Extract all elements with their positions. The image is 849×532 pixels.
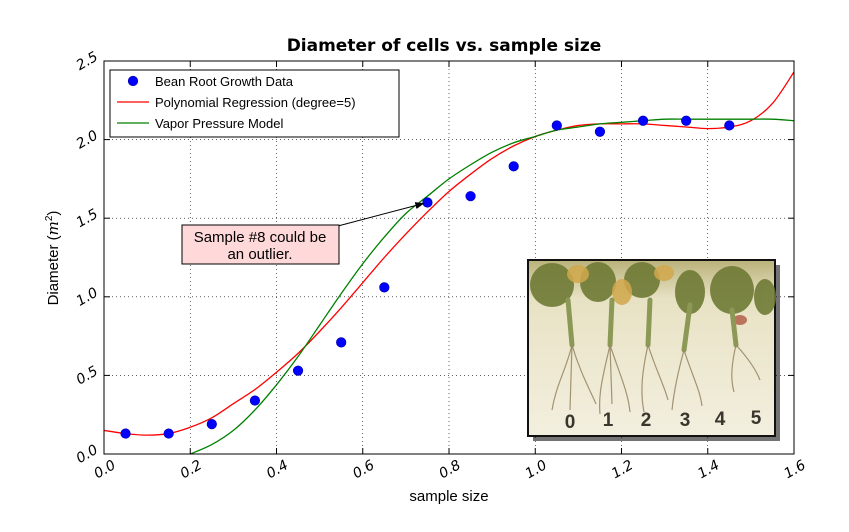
y-axis-label-close: ) <box>45 211 62 216</box>
data-point <box>594 126 606 137</box>
inset-label-4: 4 <box>715 409 726 430</box>
series-line-vapor-pressure-model <box>189 118 794 454</box>
inset-photo: 0 1 2 3 4 5 <box>527 259 780 441</box>
y-axis-label-text: Diameter ( <box>45 235 62 305</box>
x-tick-label: 0.6 <box>350 457 377 482</box>
chart-title: Diameter of cells vs. sample size <box>287 36 602 56</box>
x-tick-label: 0.4 <box>264 457 291 482</box>
legend-box <box>109 69 400 138</box>
inset-label-2: 2 <box>641 410 652 431</box>
x-tick-label: 1.0 <box>523 457 550 482</box>
annotation-arrow <box>337 202 425 227</box>
inset-label-5: 5 <box>751 408 762 429</box>
y-axis-label-math: m <box>44 221 62 235</box>
legend-label-vapor: Vapor Pressure Model <box>155 116 283 131</box>
series <box>104 71 794 454</box>
inset-numbers: 0 1 2 3 4 5 <box>565 408 762 433</box>
data-point <box>206 419 217 430</box>
annotation-line-1: Sample #8 could be <box>194 229 327 246</box>
data-point <box>637 115 649 126</box>
x-tick-label: 0.2 <box>178 457 205 482</box>
x-tick-label: 1.6 <box>781 457 808 482</box>
data-point <box>249 395 261 406</box>
data-point <box>724 120 735 131</box>
x-tick-label: 0.0 <box>91 457 118 482</box>
data-point <box>508 161 519 172</box>
annotation-line-2: an outlier. <box>227 246 292 263</box>
data-point <box>379 282 390 293</box>
series-line-polynomial-regression-degree-5 <box>104 71 794 436</box>
data-point <box>681 115 692 126</box>
y-tick-label: 2.0 <box>74 127 101 152</box>
legend-label-poly: Polynomial Regression (degree=5) <box>155 95 356 110</box>
y-axis-label: Diameter (m2) <box>44 211 62 306</box>
x-tick-label: 0.8 <box>436 457 463 482</box>
annotation-box <box>181 224 340 265</box>
legend-label-data: Bean Root Growth Data <box>155 74 294 89</box>
inset-label-0: 0 <box>565 412 576 433</box>
y-tick-label: 2.5 <box>74 49 101 74</box>
y-axis-label-sup: 2 <box>44 215 55 221</box>
x-tick-label: 1.4 <box>695 457 722 482</box>
inset-label-1: 1 <box>603 410 614 431</box>
data-point <box>465 191 476 202</box>
inset-label-3: 3 <box>680 410 691 431</box>
data-point <box>163 428 174 439</box>
legend-marker-data <box>127 75 139 87</box>
legend: Bean Root Growth Data Polynomial Regress… <box>109 69 400 138</box>
data-point <box>120 428 131 439</box>
x-tick-label: 1.2 <box>609 457 636 482</box>
data-points <box>120 115 735 439</box>
y-tick-label: 1.0 <box>74 285 101 310</box>
y-tick-label: 0.5 <box>74 363 101 388</box>
annotation: Sample #8 could be an outlier. <box>181 202 425 265</box>
y-tick-label: 0.0 <box>74 442 101 467</box>
y-tick-label: 1.5 <box>74 206 101 231</box>
data-point <box>292 365 304 376</box>
data-point <box>551 120 562 131</box>
data-point <box>422 197 433 208</box>
data-point <box>336 337 347 348</box>
x-axis-label: sample size <box>409 488 488 505</box>
